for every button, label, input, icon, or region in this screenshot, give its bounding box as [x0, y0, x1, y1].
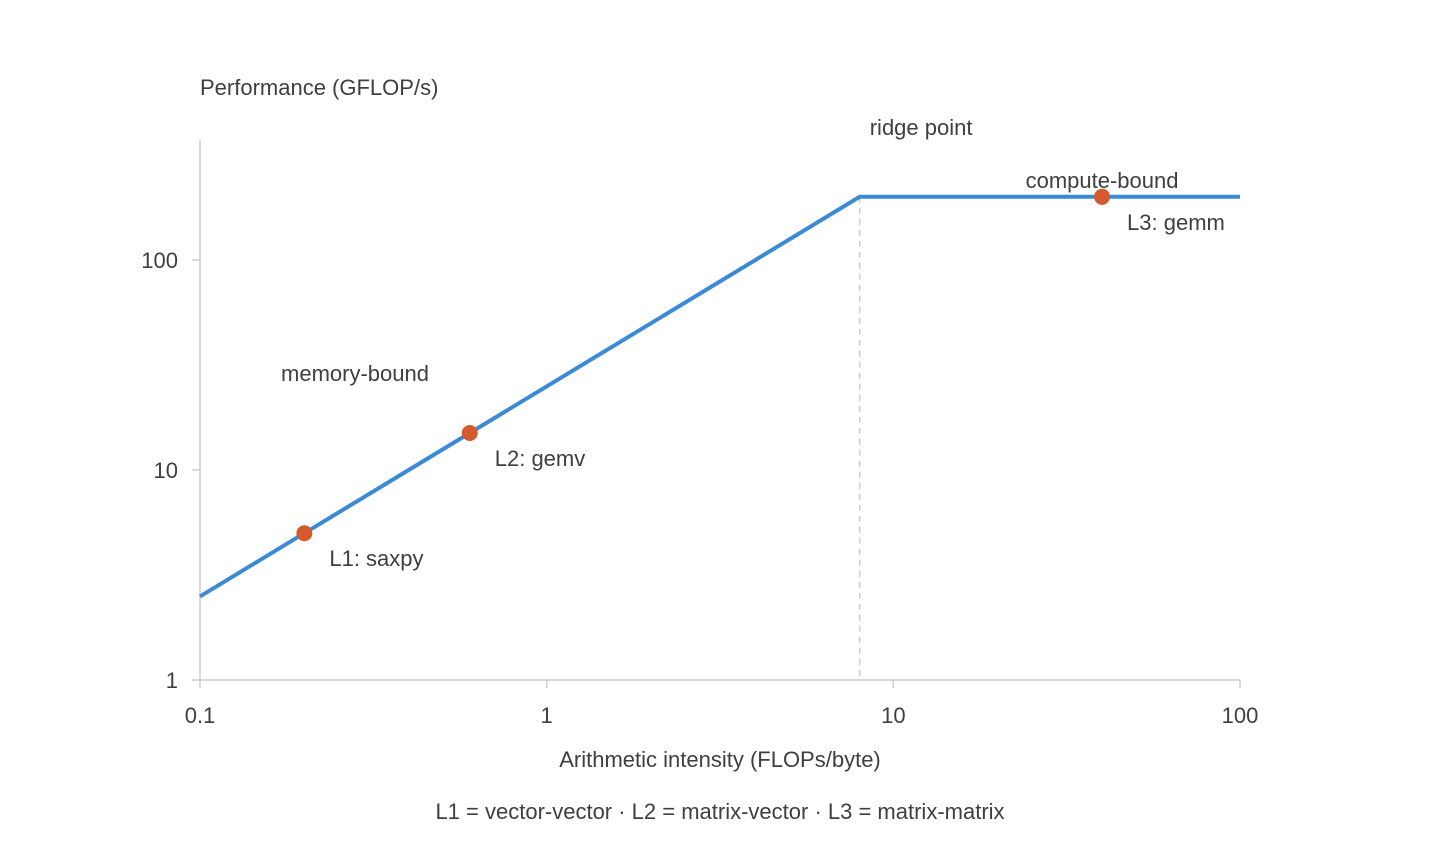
x-tick-label: 100: [1222, 703, 1259, 728]
x-tick-label: 1: [541, 703, 553, 728]
kernel-point: [296, 525, 313, 542]
kernel-point-label: L1: saxpy: [329, 546, 423, 571]
chart-labels: memory-bound compute-bound L1: saxpy L2: ge…: [281, 168, 1225, 571]
ridge-point-label: ridge point: [870, 115, 973, 140]
kernel-point: [461, 425, 478, 442]
roofline-series: [198, 194, 1240, 599]
region-label: compute-bound: [1026, 168, 1179, 193]
region-label: memory-bound: [281, 361, 429, 386]
roofline-line: [198, 194, 1240, 599]
kernel-point-label: L2: gemv: [495, 446, 586, 471]
chart-footnote: L1 = vector-vector · L2 = matrix-vector …: [435, 799, 1004, 824]
kernel-points: [296, 188, 1111, 542]
y-axis-title: Performance (GFLOP/s): [200, 75, 438, 100]
axes: 0.1 1 10 100 1 10 100: [141, 139, 1259, 728]
x-tick-label: 10: [881, 703, 905, 728]
kernel-point-label: L3: gemm: [1127, 210, 1225, 235]
kernel-point: [1094, 188, 1111, 205]
x-tick-label: 0.1: [185, 703, 216, 728]
y-tick-label: 100: [141, 248, 178, 273]
x-axis-title: Arithmetic intensity (FLOPs/byte): [559, 747, 881, 772]
y-tick-label: 1: [166, 668, 178, 693]
y-tick-label: 10: [154, 458, 178, 483]
ridge-point-marker: ridge point: [858, 115, 973, 680]
